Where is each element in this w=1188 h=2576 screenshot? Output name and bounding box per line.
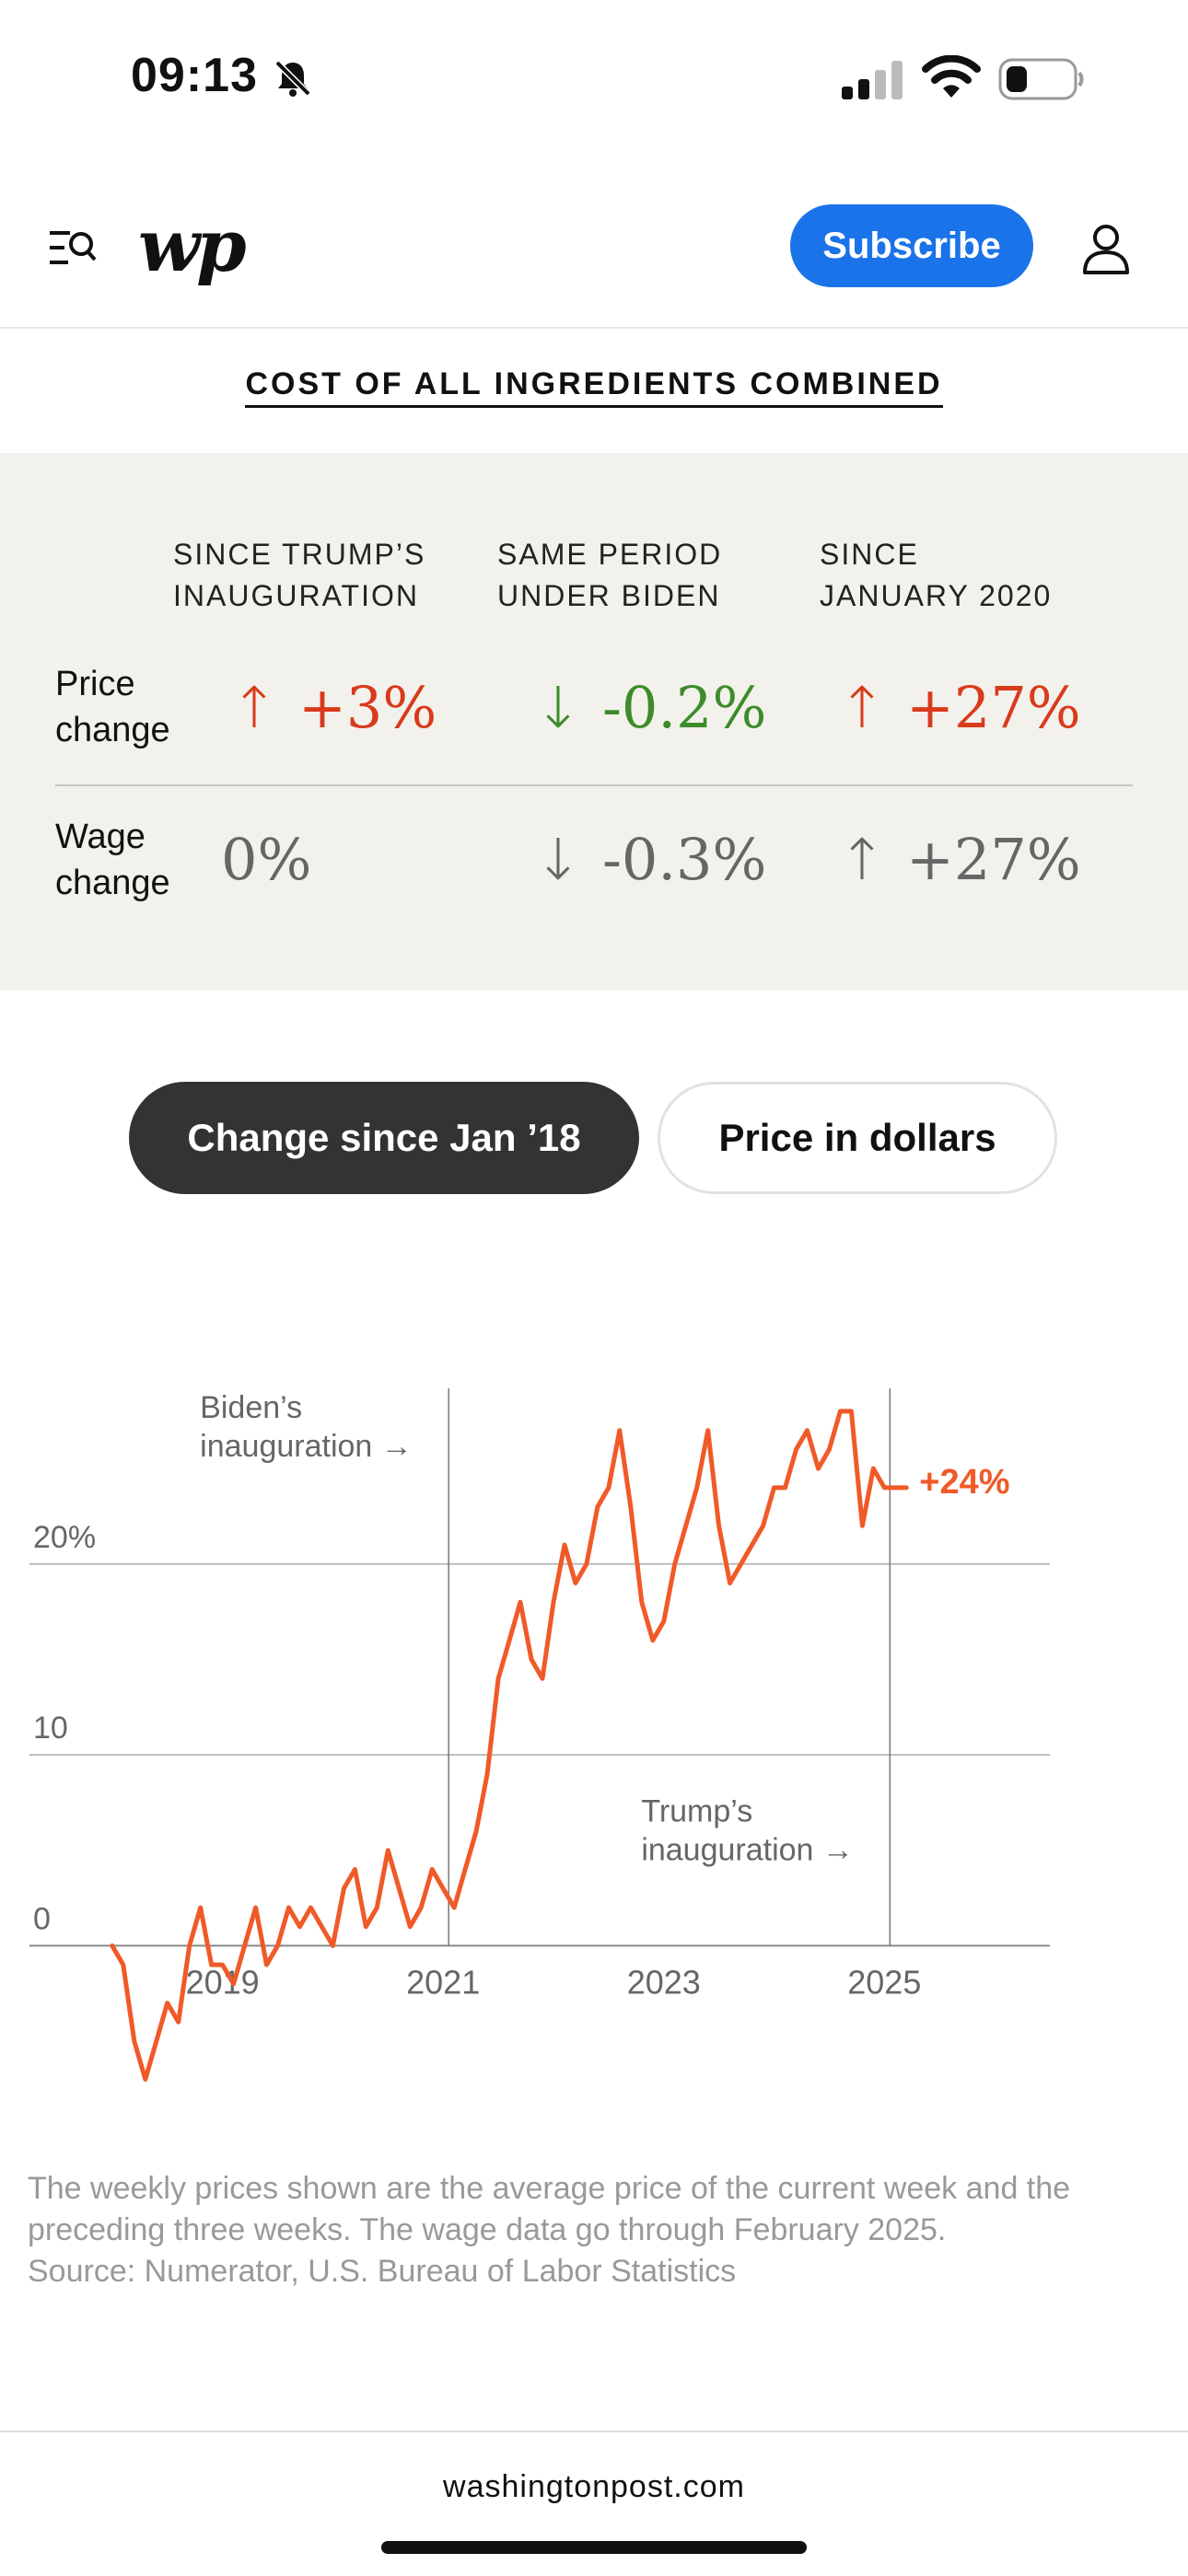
wp-logo[interactable]: wp	[138, 204, 247, 288]
y-tick-label: 10	[33, 1711, 68, 1746]
section-title: COST OF ALL INGREDIENTS COMBINED	[0, 366, 1188, 408]
y-tick-label: 0	[33, 1901, 51, 1936]
column-header-since-trump: SINCE TRUMP’S INAUGURATION	[173, 538, 426, 612]
price-change-since-2020: ↑ +27%	[838, 674, 1081, 741]
subscribe-button[interactable]: Subscribe	[790, 204, 1033, 287]
column-header-since-jan-2020: SINCE JANUARY 2020	[820, 538, 1053, 612]
row-divider	[55, 784, 1133, 786]
row-label-price-change: Price change	[55, 665, 170, 749]
y-tick-label: 20%	[33, 1520, 96, 1555]
bell-slash-icon	[274, 60, 311, 97]
event-label: Biden’s inauguration →	[200, 1390, 413, 1464]
home-indicator[interactable]	[381, 2541, 807, 2554]
footnote-source: Source: Numerator, U.S. Bureau of Labor …	[28, 2254, 737, 2289]
wage-change-since-2020: ↑ +27%	[838, 826, 1081, 893]
column-header-same-period-biden: SAME PERIOD UNDER BIDEN	[497, 538, 723, 612]
row-label-wage-change: Wage change	[55, 818, 170, 902]
x-tick-label: 2023	[627, 1963, 701, 2001]
signal-icon	[842, 61, 903, 99]
event-label: Trump’s inauguration →	[641, 1794, 854, 1868]
wage-change-biden-period: ↓ -0.3%	[534, 826, 767, 893]
browser-bottom-bar: washingtonpost.com	[0, 2431, 1188, 2576]
account-icon[interactable]	[1079, 221, 1133, 276]
price-change-line-chart: 0 10 20% 2019 2021 2023 2025 Biden’s inauguratio…	[29, 1388, 1050, 2082]
url-domain[interactable]: washingtonpost.com	[443, 2469, 745, 2504]
status-bar: 09:13	[0, 0, 1188, 157]
x-tick-label: 2021	[406, 1963, 480, 2001]
x-tick-label: 2019	[186, 1963, 260, 2001]
menu-search-icon[interactable]	[48, 226, 98, 272]
wage-change-since-trump: 0%	[221, 826, 312, 893]
footnote: The weekly prices shown are the average …	[28, 2168, 1151, 2292]
footnote-line: preceding three weeks. The wage data go …	[28, 2212, 947, 2247]
stats-panel: SINCE TRUMP’S INAUGURATION SAME PERIOD UND…	[0, 453, 1188, 991]
battery-icon	[998, 58, 1084, 100]
x-tick-label: 2025	[847, 1963, 921, 2001]
end-value-label: +24%	[919, 1463, 1009, 1502]
status-time: 09:13	[131, 49, 258, 102]
price-change-since-trump: ↑ +3%	[230, 674, 437, 741]
wifi-icon	[922, 55, 981, 98]
price-change-biden-period: ↓ -0.2%	[534, 674, 767, 741]
toggle-change-since-jan-18[interactable]: Change since Jan ’18	[129, 1082, 639, 1194]
series-line	[110, 1409, 909, 2082]
toggle-price-in-dollars[interactable]: Price in dollars	[658, 1082, 1057, 1194]
nav-bar: wp Subscribe	[0, 184, 1188, 329]
footnote-line: The weekly prices shown are the average …	[28, 2171, 1071, 2206]
